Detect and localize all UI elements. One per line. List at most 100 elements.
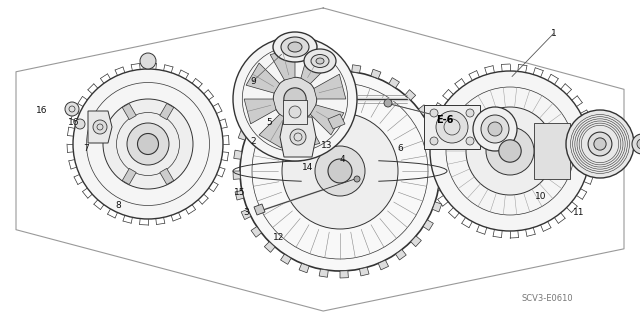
Polygon shape [352, 65, 361, 73]
Polygon shape [419, 105, 429, 115]
Polygon shape [254, 204, 265, 215]
Text: 14: 14 [301, 163, 313, 172]
Text: 1: 1 [551, 29, 556, 38]
Polygon shape [283, 100, 307, 124]
Text: 7: 7 [84, 144, 89, 153]
Circle shape [93, 120, 107, 134]
Polygon shape [378, 260, 388, 270]
Circle shape [384, 99, 392, 107]
Polygon shape [270, 48, 295, 80]
Circle shape [588, 132, 612, 156]
Polygon shape [259, 95, 269, 106]
Polygon shape [299, 263, 309, 273]
Polygon shape [259, 114, 289, 148]
Polygon shape [234, 150, 242, 159]
Polygon shape [280, 117, 316, 157]
Polygon shape [438, 183, 446, 192]
Polygon shape [160, 103, 173, 120]
Ellipse shape [288, 42, 302, 52]
Circle shape [436, 111, 468, 143]
Polygon shape [311, 66, 321, 75]
Polygon shape [251, 226, 262, 237]
Circle shape [486, 127, 534, 175]
Polygon shape [238, 130, 248, 140]
Circle shape [430, 71, 590, 231]
Circle shape [466, 109, 474, 117]
Circle shape [315, 146, 365, 196]
Circle shape [103, 99, 193, 189]
Polygon shape [534, 123, 570, 179]
Polygon shape [360, 267, 369, 276]
Circle shape [75, 119, 85, 129]
Polygon shape [235, 190, 244, 200]
Circle shape [481, 115, 509, 143]
Circle shape [430, 109, 438, 117]
Polygon shape [246, 63, 280, 93]
Polygon shape [429, 122, 439, 133]
Circle shape [73, 69, 223, 219]
Ellipse shape [316, 58, 324, 64]
Polygon shape [246, 112, 257, 122]
Polygon shape [160, 168, 173, 184]
Polygon shape [389, 78, 399, 88]
Circle shape [430, 137, 438, 145]
Polygon shape [436, 142, 445, 152]
Polygon shape [314, 74, 346, 99]
Ellipse shape [304, 49, 336, 73]
Polygon shape [411, 236, 421, 247]
Polygon shape [340, 271, 348, 278]
Text: 6: 6 [397, 144, 403, 153]
Polygon shape [274, 82, 284, 93]
Text: SCV3-E0610: SCV3-E0610 [522, 294, 573, 303]
Text: 8: 8 [116, 201, 121, 210]
Circle shape [594, 138, 606, 150]
Text: 12: 12 [273, 233, 284, 242]
Circle shape [138, 133, 159, 154]
Circle shape [140, 53, 156, 69]
Polygon shape [291, 72, 301, 82]
Circle shape [65, 102, 79, 116]
Ellipse shape [311, 55, 329, 68]
Text: 10: 10 [535, 192, 547, 201]
Text: 3: 3 [244, 208, 249, 217]
Text: 15: 15 [234, 189, 246, 197]
Polygon shape [88, 111, 112, 143]
Text: 2: 2 [250, 137, 255, 146]
Polygon shape [433, 202, 442, 212]
Circle shape [240, 71, 440, 271]
Circle shape [282, 113, 398, 229]
Text: 16: 16 [36, 106, 47, 115]
Text: 4: 4 [340, 155, 345, 164]
Circle shape [273, 77, 317, 121]
Polygon shape [122, 103, 136, 120]
Polygon shape [405, 90, 415, 100]
Polygon shape [301, 50, 331, 84]
Circle shape [499, 140, 521, 162]
Polygon shape [264, 242, 275, 252]
Text: 5: 5 [266, 118, 271, 127]
Polygon shape [332, 64, 340, 71]
Polygon shape [328, 114, 345, 129]
Ellipse shape [281, 37, 309, 57]
Circle shape [466, 137, 474, 145]
Text: E-6: E-6 [436, 115, 454, 125]
Text: 13: 13 [321, 141, 332, 150]
Polygon shape [233, 171, 240, 179]
Polygon shape [122, 168, 136, 184]
Text: 16: 16 [68, 118, 79, 127]
Polygon shape [440, 163, 447, 171]
Circle shape [466, 107, 554, 195]
Polygon shape [396, 249, 406, 260]
Circle shape [473, 107, 517, 151]
Circle shape [284, 88, 306, 110]
Polygon shape [310, 105, 344, 135]
Circle shape [632, 134, 640, 154]
Circle shape [233, 37, 357, 161]
Circle shape [290, 129, 306, 145]
Polygon shape [319, 269, 328, 277]
Circle shape [127, 123, 169, 165]
Polygon shape [295, 118, 320, 150]
Circle shape [488, 122, 502, 136]
Polygon shape [241, 209, 251, 219]
Polygon shape [424, 105, 480, 149]
